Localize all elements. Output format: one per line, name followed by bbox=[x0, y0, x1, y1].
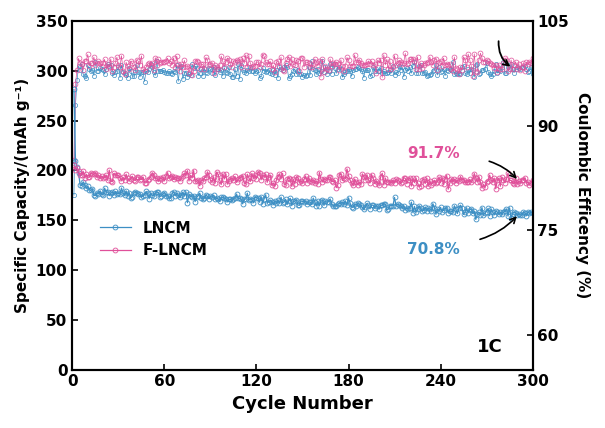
F-LNCM bbox=[351, 176, 358, 181]
LNCM bbox=[342, 198, 349, 203]
Text: 70.8%: 70.8% bbox=[407, 242, 460, 257]
F-LNCM bbox=[70, 163, 77, 168]
F-LNCM bbox=[488, 177, 495, 182]
Line: F-LNCM: F-LNCM bbox=[71, 163, 535, 192]
F-LNCM bbox=[342, 176, 349, 181]
LNCM bbox=[529, 210, 536, 215]
Y-axis label: Coulombic Efficency (%): Coulombic Efficency (%) bbox=[575, 92, 590, 298]
F-LNCM bbox=[72, 167, 79, 172]
LNCM bbox=[351, 201, 358, 206]
F-LNCM bbox=[445, 187, 452, 192]
Legend: LNCM, F-LNCM: LNCM, F-LNCM bbox=[94, 214, 214, 265]
X-axis label: Cycle Number: Cycle Number bbox=[232, 395, 373, 413]
LNCM bbox=[488, 207, 495, 212]
LNCM bbox=[343, 202, 350, 208]
Line: LNCM: LNCM bbox=[71, 87, 535, 222]
LNCM bbox=[472, 217, 479, 222]
Text: 91.7%: 91.7% bbox=[407, 146, 459, 161]
LNCM bbox=[70, 87, 77, 92]
F-LNCM bbox=[459, 177, 466, 182]
F-LNCM bbox=[343, 166, 350, 172]
LNCM bbox=[457, 202, 464, 208]
Y-axis label: Specific Capacity/(mAh g⁻¹): Specific Capacity/(mAh g⁻¹) bbox=[15, 78, 30, 313]
F-LNCM bbox=[529, 178, 536, 183]
Text: 1C: 1C bbox=[477, 338, 503, 356]
LNCM bbox=[72, 158, 79, 163]
